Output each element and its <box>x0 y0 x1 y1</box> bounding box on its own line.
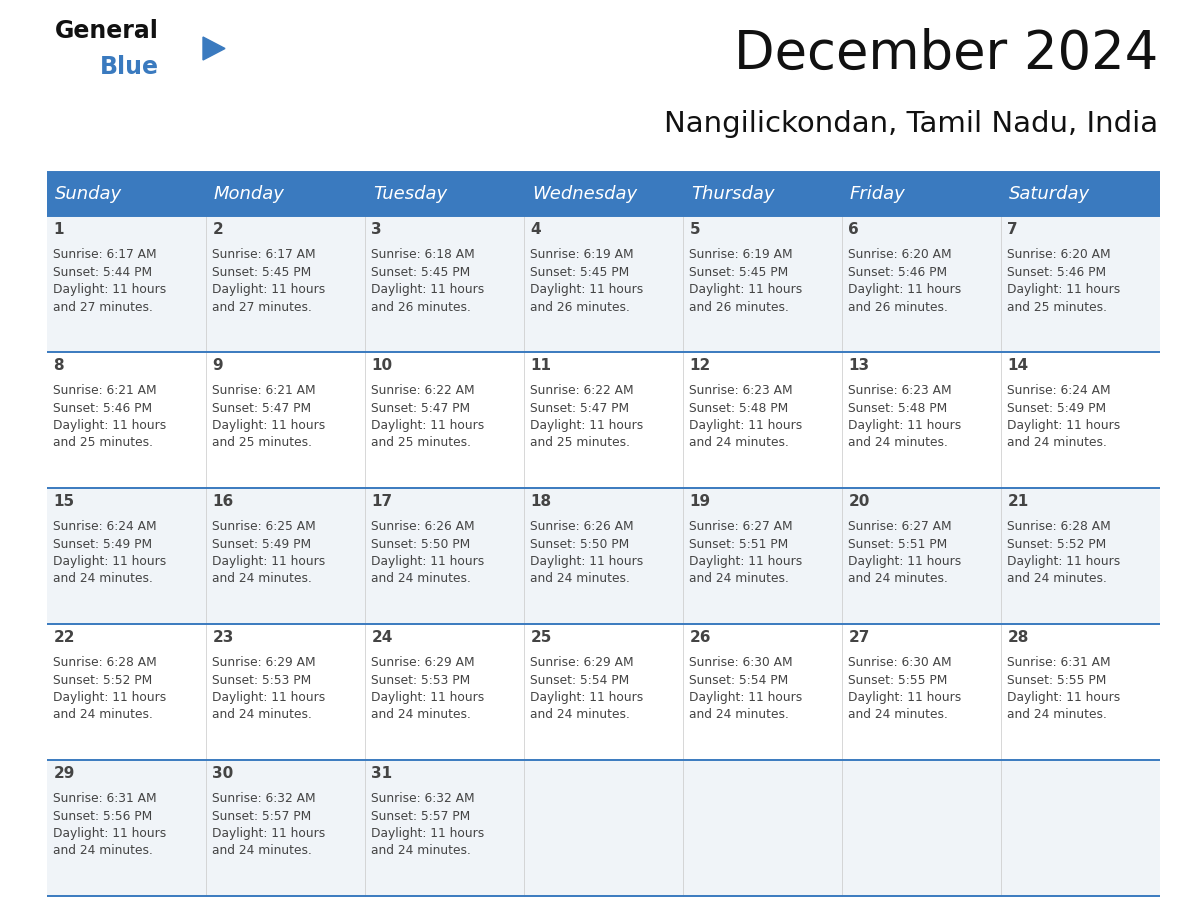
Text: Sunrise: 6:29 AM
Sunset: 5:54 PM
Daylight: 11 hours
and 24 minutes.: Sunrise: 6:29 AM Sunset: 5:54 PM Dayligh… <box>530 656 644 722</box>
Polygon shape <box>203 37 225 60</box>
Text: Sunrise: 6:29 AM
Sunset: 5:53 PM
Daylight: 11 hours
and 24 minutes.: Sunrise: 6:29 AM Sunset: 5:53 PM Dayligh… <box>372 656 485 722</box>
Text: Nangilickondan, Tamil Nadu, India: Nangilickondan, Tamil Nadu, India <box>664 110 1158 138</box>
Text: Sunrise: 6:30 AM
Sunset: 5:54 PM
Daylight: 11 hours
and 24 minutes.: Sunrise: 6:30 AM Sunset: 5:54 PM Dayligh… <box>689 656 803 722</box>
Text: 26: 26 <box>689 630 710 645</box>
Text: Sunrise: 6:21 AM
Sunset: 5:47 PM
Daylight: 11 hours
and 25 minutes.: Sunrise: 6:21 AM Sunset: 5:47 PM Dayligh… <box>213 384 326 450</box>
Text: Sunrise: 6:29 AM
Sunset: 5:53 PM
Daylight: 11 hours
and 24 minutes.: Sunrise: 6:29 AM Sunset: 5:53 PM Dayligh… <box>213 656 326 722</box>
Bar <box>48 488 1159 624</box>
Text: Sunrise: 6:24 AM
Sunset: 5:49 PM
Daylight: 11 hours
and 24 minutes.: Sunrise: 6:24 AM Sunset: 5:49 PM Dayligh… <box>1007 384 1120 450</box>
Text: Sunrise: 6:18 AM
Sunset: 5:45 PM
Daylight: 11 hours
and 26 minutes.: Sunrise: 6:18 AM Sunset: 5:45 PM Dayligh… <box>372 248 485 314</box>
Text: 31: 31 <box>372 766 392 781</box>
Text: Tuesday: Tuesday <box>373 185 447 203</box>
Bar <box>48 624 1159 760</box>
Bar <box>48 172 1159 216</box>
Text: Sunrise: 6:32 AM
Sunset: 5:57 PM
Daylight: 11 hours
and 24 minutes.: Sunrise: 6:32 AM Sunset: 5:57 PM Dayligh… <box>372 792 485 857</box>
Text: 11: 11 <box>530 358 551 373</box>
Text: Sunrise: 6:23 AM
Sunset: 5:48 PM
Daylight: 11 hours
and 24 minutes.: Sunrise: 6:23 AM Sunset: 5:48 PM Dayligh… <box>848 384 961 450</box>
Bar <box>48 352 1159 488</box>
Text: Sunrise: 6:20 AM
Sunset: 5:46 PM
Daylight: 11 hours
and 25 minutes.: Sunrise: 6:20 AM Sunset: 5:46 PM Dayligh… <box>1007 248 1120 314</box>
Text: Sunrise: 6:28 AM
Sunset: 5:52 PM
Daylight: 11 hours
and 24 minutes.: Sunrise: 6:28 AM Sunset: 5:52 PM Dayligh… <box>1007 520 1120 586</box>
Text: 6: 6 <box>848 222 859 237</box>
Text: 12: 12 <box>689 358 710 373</box>
Text: Sunrise: 6:28 AM
Sunset: 5:52 PM
Daylight: 11 hours
and 24 minutes.: Sunrise: 6:28 AM Sunset: 5:52 PM Dayligh… <box>53 656 166 722</box>
Text: Sunrise: 6:26 AM
Sunset: 5:50 PM
Daylight: 11 hours
and 24 minutes.: Sunrise: 6:26 AM Sunset: 5:50 PM Dayligh… <box>530 520 644 586</box>
Text: Blue: Blue <box>100 55 159 79</box>
Text: Sunrise: 6:27 AM
Sunset: 5:51 PM
Daylight: 11 hours
and 24 minutes.: Sunrise: 6:27 AM Sunset: 5:51 PM Dayligh… <box>848 520 961 586</box>
Text: Sunrise: 6:20 AM
Sunset: 5:46 PM
Daylight: 11 hours
and 26 minutes.: Sunrise: 6:20 AM Sunset: 5:46 PM Dayligh… <box>848 248 961 314</box>
Text: 27: 27 <box>848 630 870 645</box>
Text: 18: 18 <box>530 494 551 509</box>
Text: Sunrise: 6:22 AM
Sunset: 5:47 PM
Daylight: 11 hours
and 25 minutes.: Sunrise: 6:22 AM Sunset: 5:47 PM Dayligh… <box>530 384 644 450</box>
Text: 4: 4 <box>530 222 541 237</box>
Text: 16: 16 <box>213 494 234 509</box>
Text: Sunrise: 6:17 AM
Sunset: 5:44 PM
Daylight: 11 hours
and 27 minutes.: Sunrise: 6:17 AM Sunset: 5:44 PM Dayligh… <box>53 248 166 314</box>
Text: 2: 2 <box>213 222 223 237</box>
Text: Sunrise: 6:19 AM
Sunset: 5:45 PM
Daylight: 11 hours
and 26 minutes.: Sunrise: 6:19 AM Sunset: 5:45 PM Dayligh… <box>689 248 803 314</box>
Text: 17: 17 <box>372 494 392 509</box>
Text: 20: 20 <box>848 494 870 509</box>
Text: Sunrise: 6:31 AM
Sunset: 5:56 PM
Daylight: 11 hours
and 24 minutes.: Sunrise: 6:31 AM Sunset: 5:56 PM Dayligh… <box>53 792 166 857</box>
Text: 23: 23 <box>213 630 234 645</box>
Text: 28: 28 <box>1007 630 1029 645</box>
Text: 24: 24 <box>372 630 393 645</box>
Text: 30: 30 <box>213 766 234 781</box>
Bar <box>48 760 1159 896</box>
Bar <box>48 216 1159 352</box>
Text: Wednesday: Wednesday <box>532 185 637 203</box>
Text: Saturday: Saturday <box>1009 185 1091 203</box>
Text: 19: 19 <box>689 494 710 509</box>
Text: 9: 9 <box>213 358 223 373</box>
Text: Sunrise: 6:32 AM
Sunset: 5:57 PM
Daylight: 11 hours
and 24 minutes.: Sunrise: 6:32 AM Sunset: 5:57 PM Dayligh… <box>213 792 326 857</box>
Text: Sunrise: 6:17 AM
Sunset: 5:45 PM
Daylight: 11 hours
and 27 minutes.: Sunrise: 6:17 AM Sunset: 5:45 PM Dayligh… <box>213 248 326 314</box>
Text: December 2024: December 2024 <box>734 28 1158 80</box>
Text: 22: 22 <box>53 630 75 645</box>
Text: Sunrise: 6:25 AM
Sunset: 5:49 PM
Daylight: 11 hours
and 24 minutes.: Sunrise: 6:25 AM Sunset: 5:49 PM Dayligh… <box>213 520 326 586</box>
Text: Thursday: Thursday <box>691 185 775 203</box>
Text: Sunrise: 6:22 AM
Sunset: 5:47 PM
Daylight: 11 hours
and 25 minutes.: Sunrise: 6:22 AM Sunset: 5:47 PM Dayligh… <box>372 384 485 450</box>
Text: 29: 29 <box>53 766 75 781</box>
Text: 25: 25 <box>530 630 551 645</box>
Text: 13: 13 <box>848 358 870 373</box>
Text: Friday: Friday <box>849 185 905 203</box>
Text: 3: 3 <box>372 222 383 237</box>
Text: Sunday: Sunday <box>55 185 122 203</box>
Text: 14: 14 <box>1007 358 1029 373</box>
Text: Sunrise: 6:26 AM
Sunset: 5:50 PM
Daylight: 11 hours
and 24 minutes.: Sunrise: 6:26 AM Sunset: 5:50 PM Dayligh… <box>372 520 485 586</box>
Text: Sunrise: 6:19 AM
Sunset: 5:45 PM
Daylight: 11 hours
and 26 minutes.: Sunrise: 6:19 AM Sunset: 5:45 PM Dayligh… <box>530 248 644 314</box>
Text: 7: 7 <box>1007 222 1018 237</box>
Text: General: General <box>55 19 159 43</box>
Text: Monday: Monday <box>214 185 285 203</box>
Text: Sunrise: 6:30 AM
Sunset: 5:55 PM
Daylight: 11 hours
and 24 minutes.: Sunrise: 6:30 AM Sunset: 5:55 PM Dayligh… <box>848 656 961 722</box>
Text: Sunrise: 6:21 AM
Sunset: 5:46 PM
Daylight: 11 hours
and 25 minutes.: Sunrise: 6:21 AM Sunset: 5:46 PM Dayligh… <box>53 384 166 450</box>
Text: Sunrise: 6:23 AM
Sunset: 5:48 PM
Daylight: 11 hours
and 24 minutes.: Sunrise: 6:23 AM Sunset: 5:48 PM Dayligh… <box>689 384 803 450</box>
Text: 5: 5 <box>689 222 700 237</box>
Text: 10: 10 <box>372 358 392 373</box>
Text: Sunrise: 6:31 AM
Sunset: 5:55 PM
Daylight: 11 hours
and 24 minutes.: Sunrise: 6:31 AM Sunset: 5:55 PM Dayligh… <box>1007 656 1120 722</box>
Text: Sunrise: 6:27 AM
Sunset: 5:51 PM
Daylight: 11 hours
and 24 minutes.: Sunrise: 6:27 AM Sunset: 5:51 PM Dayligh… <box>689 520 803 586</box>
Text: 1: 1 <box>53 222 64 237</box>
Text: 8: 8 <box>53 358 64 373</box>
Text: 21: 21 <box>1007 494 1029 509</box>
Text: Sunrise: 6:24 AM
Sunset: 5:49 PM
Daylight: 11 hours
and 24 minutes.: Sunrise: 6:24 AM Sunset: 5:49 PM Dayligh… <box>53 520 166 586</box>
Text: 15: 15 <box>53 494 75 509</box>
